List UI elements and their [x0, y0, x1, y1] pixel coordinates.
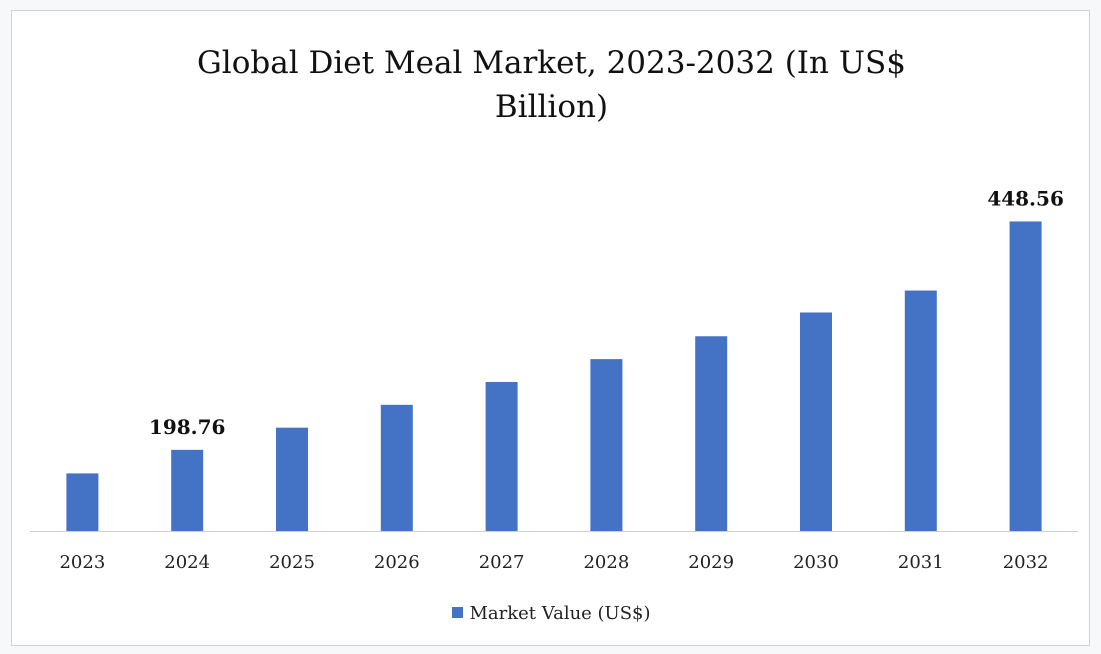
bar-2028: [590, 359, 623, 531]
chart-title-line-2: Billion): [494, 89, 609, 125]
x-tick-label-2032: 2032: [1003, 552, 1049, 573]
bar-chart-plot: 2023 2024 2025 2026 2027 2028 2029 2030 2031 2032…: [30, 186, 1078, 573]
data-label-2024: 198.76: [149, 415, 226, 439]
bar-2032: [1009, 221, 1042, 532]
chart-panel: Global Diet Meal Market, 2023-2032 (In U…: [11, 10, 1090, 646]
x-tick-label-2028: 2028: [583, 552, 629, 573]
x-tick-label-2029: 2029: [688, 552, 734, 573]
x-tick-labels: 2023 2024 2025 2026 2027 2028 2029 2030 2031 2032: [59, 552, 1048, 573]
bar-2025: [276, 427, 308, 531]
bar-2029: [695, 336, 728, 531]
bar-2023: [66, 473, 99, 531]
x-tick-label-2025: 2025: [269, 552, 315, 573]
bar-2030: [800, 312, 832, 531]
x-tick-label-2027: 2027: [479, 552, 525, 573]
legend: Market Value (US$): [12, 603, 1091, 624]
x-tick-label-2023: 2023: [59, 552, 105, 573]
legend-label: Market Value (US$): [469, 603, 651, 624]
legend-swatch: [452, 607, 464, 618]
bar-2026: [380, 404, 413, 531]
chart-title-line-1: Global Diet Meal Market, 2023-2032 (In U…: [197, 45, 906, 81]
bars-group: [66, 221, 1042, 532]
data-labels: 198.76 448.56: [149, 186, 1064, 438]
bar-2031: [904, 290, 937, 531]
x-tick-label-2026: 2026: [374, 552, 420, 573]
bar-2024: [171, 449, 204, 531]
x-tick-label-2030: 2030: [793, 552, 839, 573]
chart-title: Global Diet Meal Market, 2023-2032 (In U…: [12, 41, 1091, 129]
bar-2027: [485, 381, 518, 531]
x-tick-label-2031: 2031: [898, 552, 944, 573]
x-tick-label-2024: 2024: [164, 552, 210, 573]
data-label-2032: 448.56: [987, 186, 1064, 210]
